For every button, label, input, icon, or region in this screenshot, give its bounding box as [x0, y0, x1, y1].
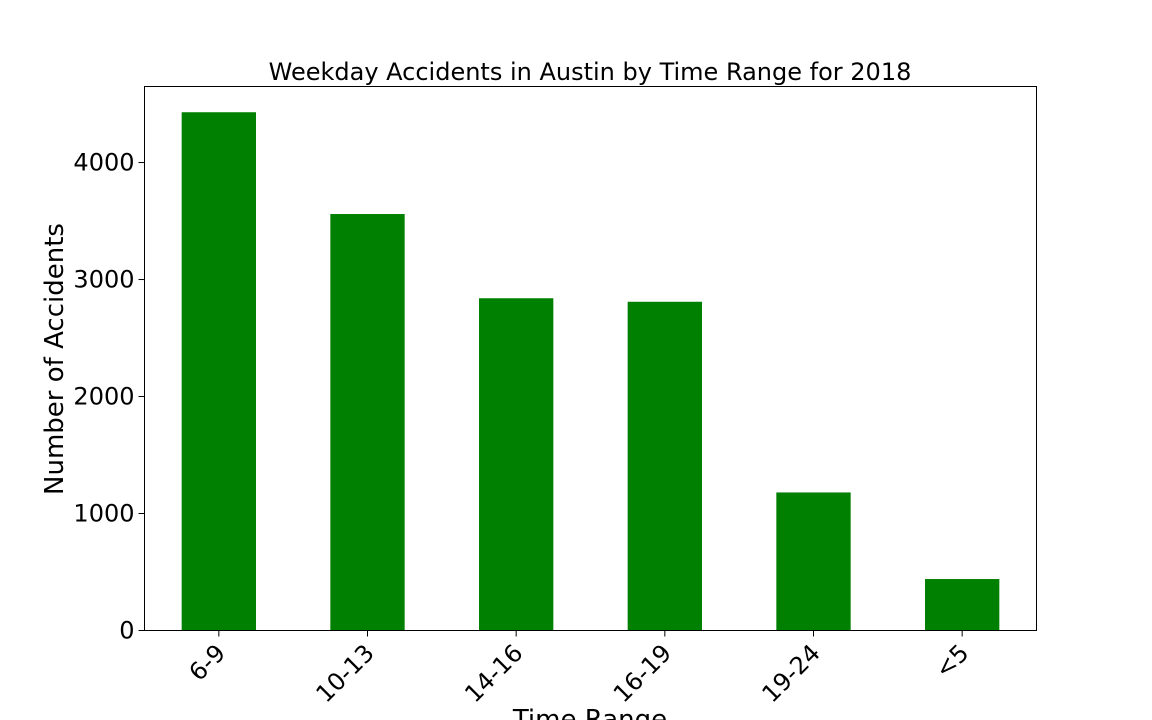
- y-axis-ticks: 0 1000 2000 3000 4000: [73, 149, 145, 645]
- bar-3: [627, 301, 702, 631]
- y-axis-label: Number of Accidents: [40, 223, 70, 495]
- x-tick-label-5: <5: [930, 639, 975, 684]
- y-tick-label-2: 2000: [73, 383, 134, 411]
- y-tick-label-1: 1000: [73, 500, 134, 528]
- y-tick-label-3: 3000: [73, 266, 134, 294]
- x-tick-label-1: 10-13: [311, 639, 380, 708]
- bar-4: [776, 492, 851, 631]
- chart-title: Weekday Accidents in Austin by Time Rang…: [269, 58, 912, 86]
- y-tick-label-0: 0: [119, 617, 134, 645]
- bar-0: [181, 112, 256, 631]
- bars-group: [181, 112, 1000, 631]
- plot-frame: [144, 86, 1037, 631]
- x-tick-label-3: 16-19: [608, 639, 677, 708]
- x-tick-label-0: 6-9: [184, 639, 232, 687]
- x-tick-label-2: 14-16: [459, 639, 528, 708]
- y-tick-label-4: 4000: [73, 149, 134, 177]
- bar-2: [479, 298, 554, 631]
- bar-5: [925, 579, 1000, 631]
- bar-1: [330, 214, 405, 631]
- x-axis-ticks: 6-9 10-13 14-16 16-19 19-24 <5: [184, 630, 975, 708]
- x-tick-label-4: 19-24: [757, 639, 826, 708]
- x-axis-label: Time Range: [512, 705, 667, 720]
